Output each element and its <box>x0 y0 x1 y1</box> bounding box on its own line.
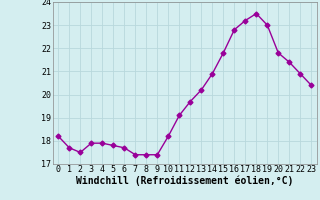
X-axis label: Windchill (Refroidissement éolien,°C): Windchill (Refroidissement éolien,°C) <box>76 176 293 186</box>
